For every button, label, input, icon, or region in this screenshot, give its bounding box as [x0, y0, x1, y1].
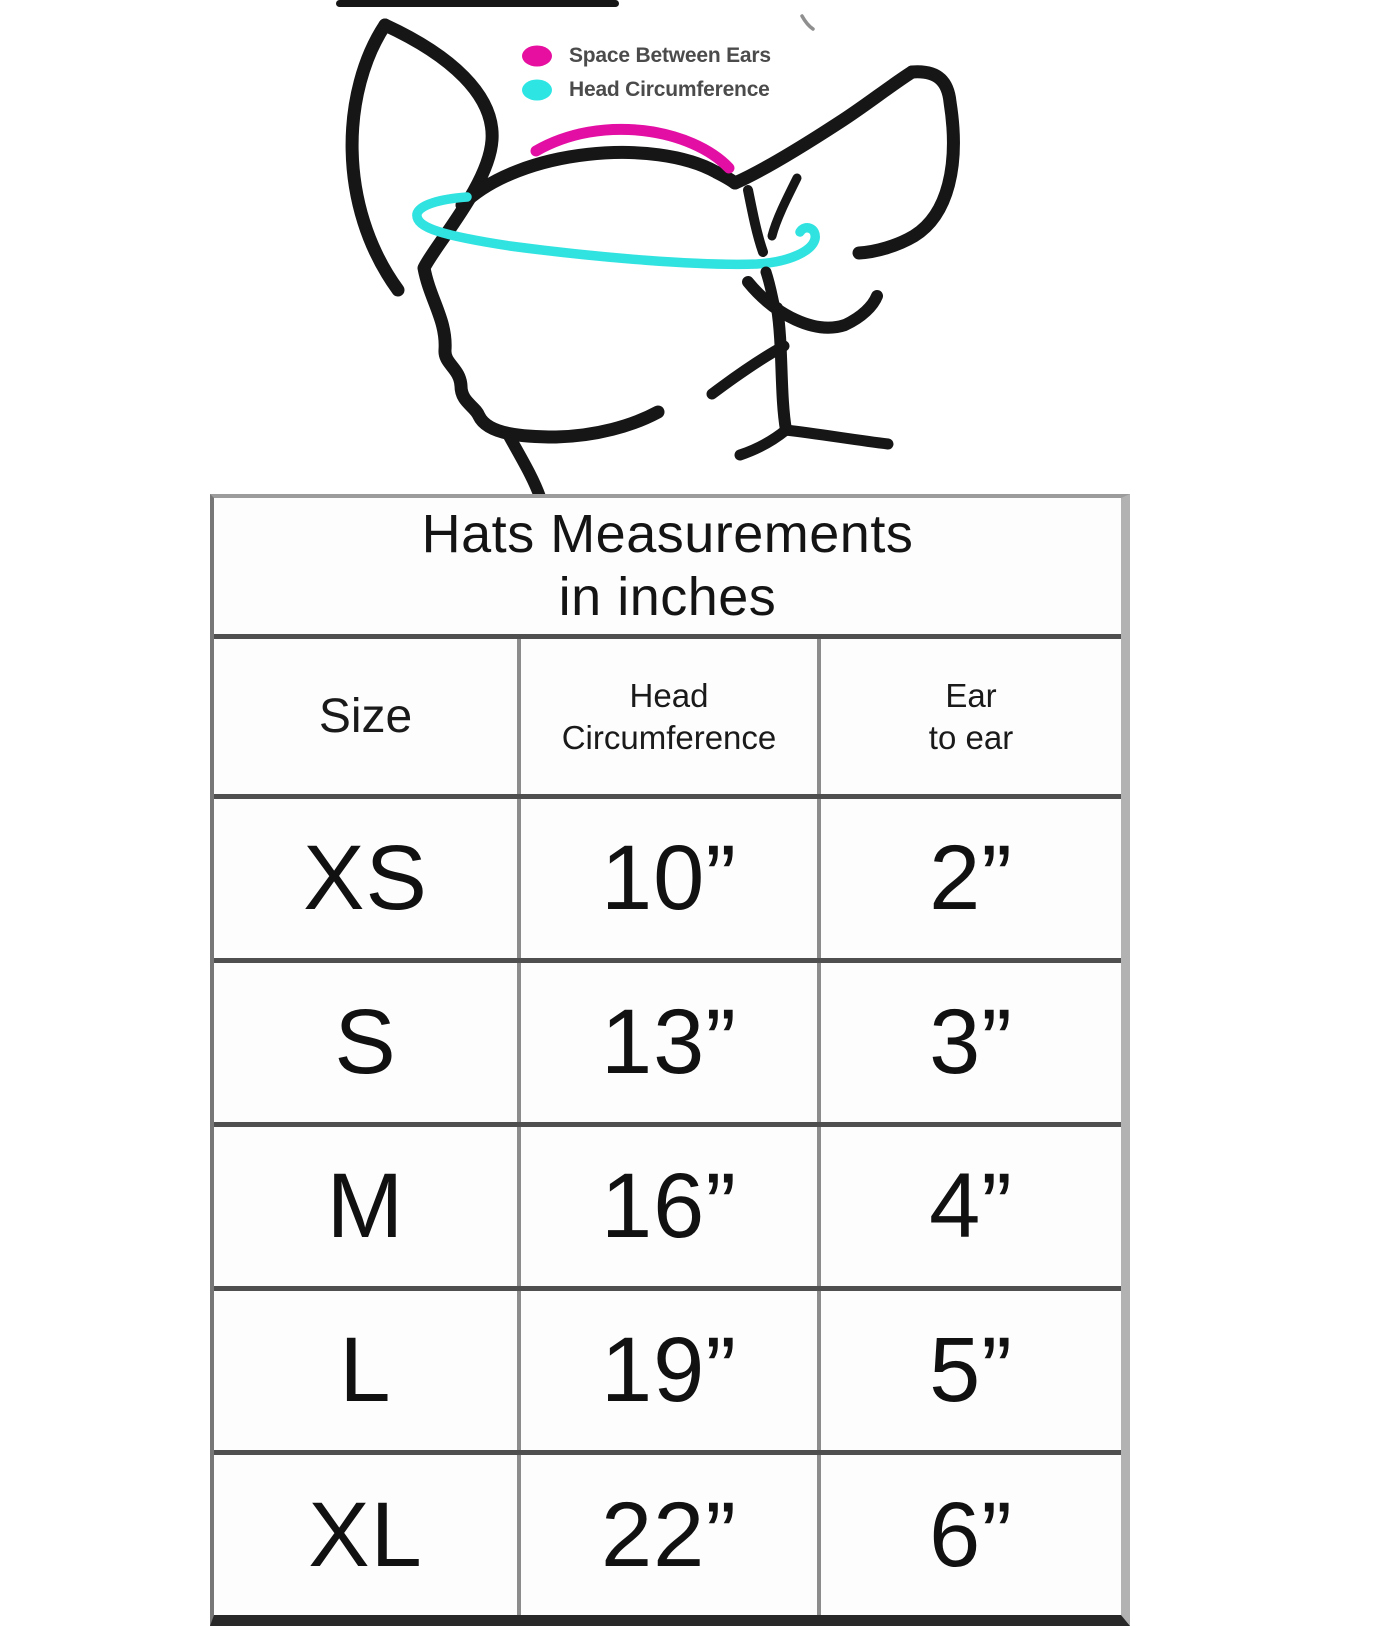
right-ear-inner-ridge	[767, 173, 802, 241]
space-between-ears-dot-icon	[522, 45, 552, 67]
legend-item-head-circumference: Head Circumference	[521, 78, 770, 102]
table-row-l: L 19” 5”	[214, 1286, 1121, 1450]
size-value: XL	[308, 1483, 423, 1586]
right-ear-inner-outline	[728, 65, 919, 190]
ear-to-ear-value: 5”	[817, 1291, 1121, 1450]
table-row-m: M 16” 4”	[214, 1122, 1121, 1286]
pen-tick-mark	[800, 14, 815, 31]
table-row-xl: XL 22” 6”	[214, 1450, 1121, 1615]
table-header-row: Size Head Circumference Ear to ear	[214, 634, 1121, 794]
head-circumference-value: 10”	[517, 799, 817, 958]
size-value: M	[326, 1155, 405, 1257]
right-ear-outer-outline	[852, 65, 960, 260]
cyan-dot	[522, 79, 552, 101]
size-value: L	[339, 1319, 392, 1421]
neck-back-line	[771, 302, 792, 436]
shoulder-stroke-right	[780, 424, 894, 450]
table-row-s: S 13” 3”	[214, 958, 1121, 1122]
chin-neck-line	[502, 428, 546, 500]
left-ear-outer-outline	[345, 18, 405, 297]
head-circumference-dot-icon	[522, 79, 552, 101]
ear-to-ear-value: 2”	[817, 799, 1121, 958]
right-ear-bottom-outline	[742, 276, 883, 334]
head-circumference-value: 22”	[517, 1455, 817, 1615]
magenta-dot	[522, 45, 552, 67]
space-between-ears-arc	[530, 123, 735, 174]
table-title-row: Hats Measurements in inches	[214, 498, 1121, 634]
size-value: XS	[303, 827, 428, 929]
table-title: Hats Measurements in inches	[421, 503, 914, 627]
ear-to-ear-value: 6”	[817, 1455, 1121, 1615]
head-circumference-value: 16”	[517, 1127, 817, 1286]
head-circumference-band	[412, 192, 820, 270]
ear-to-ear-value: 3”	[817, 963, 1121, 1122]
column-header-size: Size	[318, 690, 413, 743]
legend-item-space-between-ears: Space Between Ears	[521, 44, 771, 68]
head-top-outline	[455, 146, 742, 212]
hats-measurements-table: Hats Measurements in inches Size Head Ci…	[210, 494, 1130, 1626]
legend-label-head-circumference: Head Circumference	[569, 78, 770, 101]
jaw-to-neck-line	[706, 340, 790, 400]
shoulder-stroke-left	[734, 424, 792, 461]
column-header-ear-to-ear: Ear to ear	[817, 639, 1121, 794]
legend-label-space-between-ears: Space Between Ears	[569, 44, 771, 67]
head-circumference-value: 13”	[517, 963, 817, 1122]
table-row-xs: XS 10” 2”	[214, 794, 1121, 958]
column-header-head-circumference: Head Circumference	[517, 639, 817, 794]
left-ear-and-cheek-outline	[378, 18, 665, 444]
size-value: S	[334, 991, 397, 1093]
cropped-text-remnant	[336, 0, 619, 7]
dog-head-illustration	[336, 0, 960, 500]
head-circumference-value: 19”	[517, 1291, 817, 1450]
ear-to-ear-value: 4”	[817, 1127, 1121, 1286]
right-ear-front-edge	[743, 185, 768, 257]
